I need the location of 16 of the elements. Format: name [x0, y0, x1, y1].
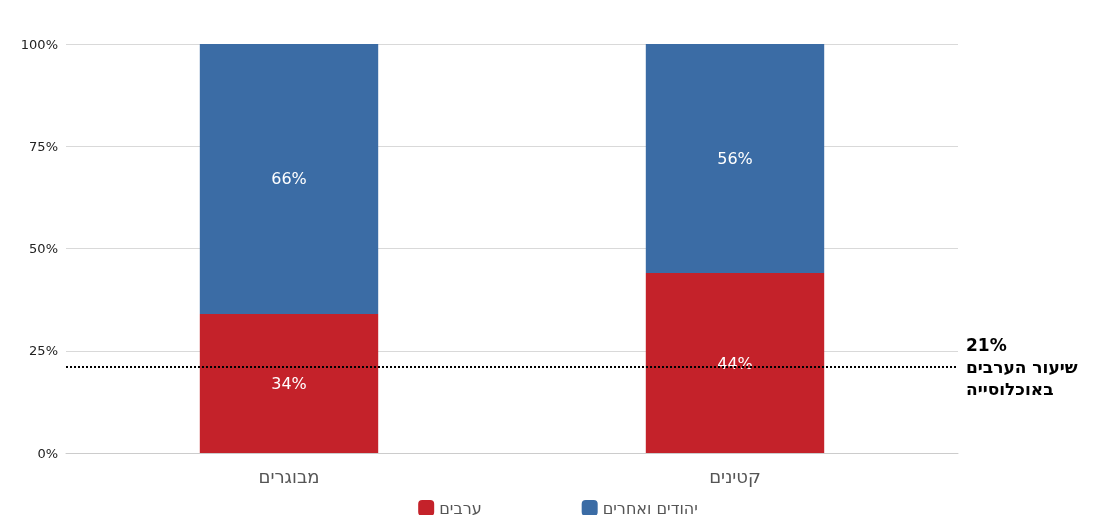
y-tick-label: 25% — [29, 343, 58, 359]
y-tick-label: 100% — [20, 36, 58, 52]
x-tick-label: מבוגרים — [258, 465, 320, 487]
data-label: 34% — [271, 373, 307, 393]
bar — [199, 313, 379, 453]
y-tick-label: 0% — [37, 445, 58, 461]
data-label: 56% — [717, 149, 753, 169]
legend-label: יהודים ואחרים — [602, 498, 698, 518]
bar — [645, 273, 825, 453]
bar — [199, 44, 379, 314]
bar — [645, 44, 825, 274]
x-tick-label: קטינים — [709, 465, 761, 487]
y-tick-label: 75% — [29, 138, 58, 154]
data-label: 66% — [271, 169, 307, 189]
y-tick-label: 50% — [29, 241, 58, 256]
legend-label: ערבים — [439, 498, 482, 518]
